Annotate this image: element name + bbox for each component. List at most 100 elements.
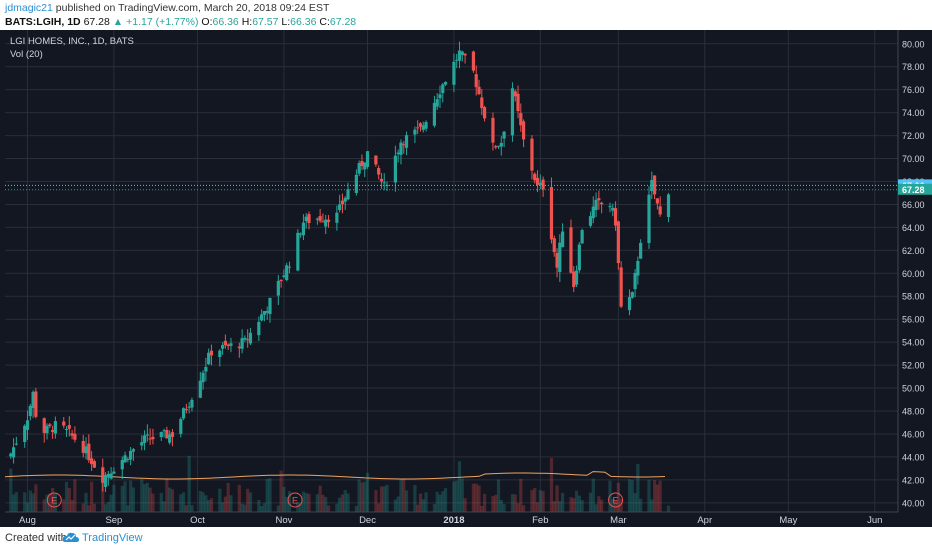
volume-bar (343, 489, 347, 512)
candle-body (438, 94, 442, 99)
volume-bar (220, 502, 225, 512)
volume-bar (201, 492, 205, 512)
volume-bar (574, 490, 579, 512)
last-price: 67.28 (83, 16, 110, 28)
volume-bar (555, 485, 559, 512)
high-label: H: (241, 16, 253, 28)
candle-body (552, 238, 556, 253)
volume-bar (533, 488, 537, 512)
candle-body (50, 430, 55, 432)
candle-body (600, 202, 604, 205)
candle-body (441, 84, 445, 94)
candle-body (299, 233, 303, 235)
volume-bar (81, 503, 85, 512)
candle-body (106, 473, 110, 478)
chart-area[interactable]: LGI HOMES, INC., 1D, BATS Vol (20) 40.00… (0, 30, 932, 527)
earnings-marker (287, 492, 303, 508)
candle-body (613, 208, 618, 226)
volume-bar (360, 482, 364, 512)
volume-bar (480, 505, 484, 512)
candle-body (399, 142, 403, 155)
y-tick-label: 56.00 (902, 315, 925, 325)
volume-bar (307, 493, 311, 512)
candle-body (324, 219, 328, 227)
candle-body (11, 447, 16, 458)
author-link[interactable]: jdmagic21 (5, 2, 53, 14)
candle-body (14, 443, 18, 445)
volume-bar (633, 493, 637, 512)
x-tick-label: 2018 (443, 515, 464, 526)
y-tick-label: 42.00 (902, 475, 925, 485)
candle-body (385, 184, 389, 186)
candle-body (131, 449, 136, 452)
y-tick-label: 78.00 (902, 62, 925, 72)
candle-body (482, 107, 487, 119)
y-tick-label: 76.00 (902, 85, 925, 95)
volume-bar (204, 495, 208, 512)
volume-bar (418, 493, 423, 512)
candle-body (402, 144, 406, 146)
candle-body (496, 145, 501, 147)
volume-bar (530, 490, 534, 512)
candle-body (151, 436, 155, 440)
volume-bar (438, 494, 442, 512)
footer: Created with TradingView (0, 527, 932, 550)
candle-body (363, 162, 367, 170)
publish-text: published on TradingView.com, March 20, … (55, 2, 330, 14)
volume-bar (246, 488, 250, 512)
candle-body (207, 352, 211, 365)
volume-bar (424, 492, 428, 512)
candle-body (558, 242, 562, 272)
volume-bar (636, 463, 640, 512)
candle-body (112, 471, 116, 474)
price-chart[interactable]: LGI HOMES, INC., 1D, BATS Vol (20) 40.00… (0, 30, 932, 527)
x-tick-label: Sep (105, 515, 122, 526)
volume-bar (142, 483, 147, 512)
volume-bar (11, 494, 16, 512)
candle-body (335, 212, 339, 223)
candle-body (190, 399, 194, 408)
y-tick-label: 48.00 (902, 407, 925, 417)
volume-bar (103, 504, 108, 512)
tradingview-brand[interactable]: TradingView (82, 532, 143, 544)
volume-bar (363, 481, 367, 512)
y-tick-label: 70.00 (902, 154, 925, 164)
volume-bar (257, 499, 261, 512)
candle-body (650, 179, 654, 192)
candle-body (630, 292, 634, 298)
volume-bar (260, 505, 264, 512)
candle-body (404, 135, 409, 148)
volume-bar (187, 455, 191, 512)
candle-body (513, 91, 517, 97)
candle-body (346, 189, 350, 200)
candle-body (262, 311, 267, 315)
candle-body (142, 435, 147, 443)
candle-body (521, 121, 526, 140)
volume-bar (561, 492, 565, 512)
volume-bar (432, 504, 437, 512)
volume-bar (53, 493, 57, 512)
candles (9, 41, 671, 493)
y-tick-label: 44.00 (902, 452, 925, 462)
volume-bar (304, 492, 308, 512)
volume-bar (123, 481, 127, 512)
volume-bar (379, 486, 384, 512)
candle-body (279, 279, 283, 282)
candle-body (240, 338, 244, 349)
volume-bar (299, 503, 303, 512)
volume-bar (90, 481, 94, 512)
candle-body (538, 182, 542, 185)
candle-body (81, 441, 85, 453)
candle-body (577, 244, 581, 271)
earnings-marker-label: E (613, 496, 619, 506)
candle-body (140, 442, 144, 446)
volume-bar (120, 485, 124, 512)
volume-bar (494, 494, 498, 512)
volume-bar (50, 487, 55, 512)
x-tick-label: Feb (532, 515, 548, 526)
x-tick-label: Oct (190, 515, 205, 526)
volume-bar (84, 492, 88, 512)
candle-body (31, 391, 35, 408)
volume-bar (279, 470, 283, 512)
candle-body (413, 129, 417, 135)
